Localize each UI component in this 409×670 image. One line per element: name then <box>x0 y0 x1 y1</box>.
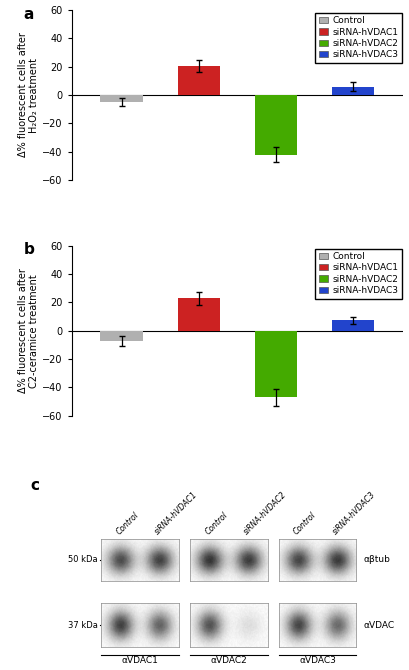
Bar <box>332 86 374 95</box>
Text: Control: Control <box>115 511 140 537</box>
Bar <box>178 298 220 331</box>
Text: Control: Control <box>292 511 318 537</box>
Bar <box>178 66 220 95</box>
Bar <box>101 331 143 340</box>
Legend: Control, siRNA-hVDAC1, siRNA-hVDAC2, siRNA-hVDAC3: Control, siRNA-hVDAC1, siRNA-hVDAC2, siR… <box>315 13 402 63</box>
Text: 50 kDa: 50 kDa <box>68 555 98 565</box>
Text: αVDAC2: αVDAC2 <box>211 657 247 665</box>
Text: αVDAC3: αVDAC3 <box>299 657 336 665</box>
Text: αVDAC1: αVDAC1 <box>121 657 158 665</box>
Text: αβtub: αβtub <box>363 555 390 565</box>
Text: siRNA-hVDAC2: siRNA-hVDAC2 <box>242 490 288 537</box>
Text: b: b <box>24 243 34 257</box>
Bar <box>254 331 297 397</box>
Text: c: c <box>30 478 39 493</box>
Y-axis label: Δ% fluorescent cells after
H₂O₂ treatment: Δ% fluorescent cells after H₂O₂ treatmen… <box>18 33 39 157</box>
Text: 37 kDa: 37 kDa <box>68 620 98 630</box>
Bar <box>254 95 297 155</box>
Legend: Control, siRNA-hVDAC1, siRNA-hVDAC2, siRNA-hVDAC3: Control, siRNA-hVDAC1, siRNA-hVDAC2, siR… <box>315 249 402 299</box>
Text: αVDAC: αVDAC <box>363 620 394 630</box>
Bar <box>332 320 374 331</box>
Text: siRNA-hVDAC3: siRNA-hVDAC3 <box>331 490 377 537</box>
Text: Control: Control <box>203 511 229 537</box>
Text: siRNA-hVDAC1: siRNA-hVDAC1 <box>153 490 200 537</box>
Bar <box>101 95 143 102</box>
Text: a: a <box>24 7 34 21</box>
Y-axis label: Δ% fluorescent cells after
C2-ceramice treatment: Δ% fluorescent cells after C2-ceramice t… <box>18 268 39 393</box>
